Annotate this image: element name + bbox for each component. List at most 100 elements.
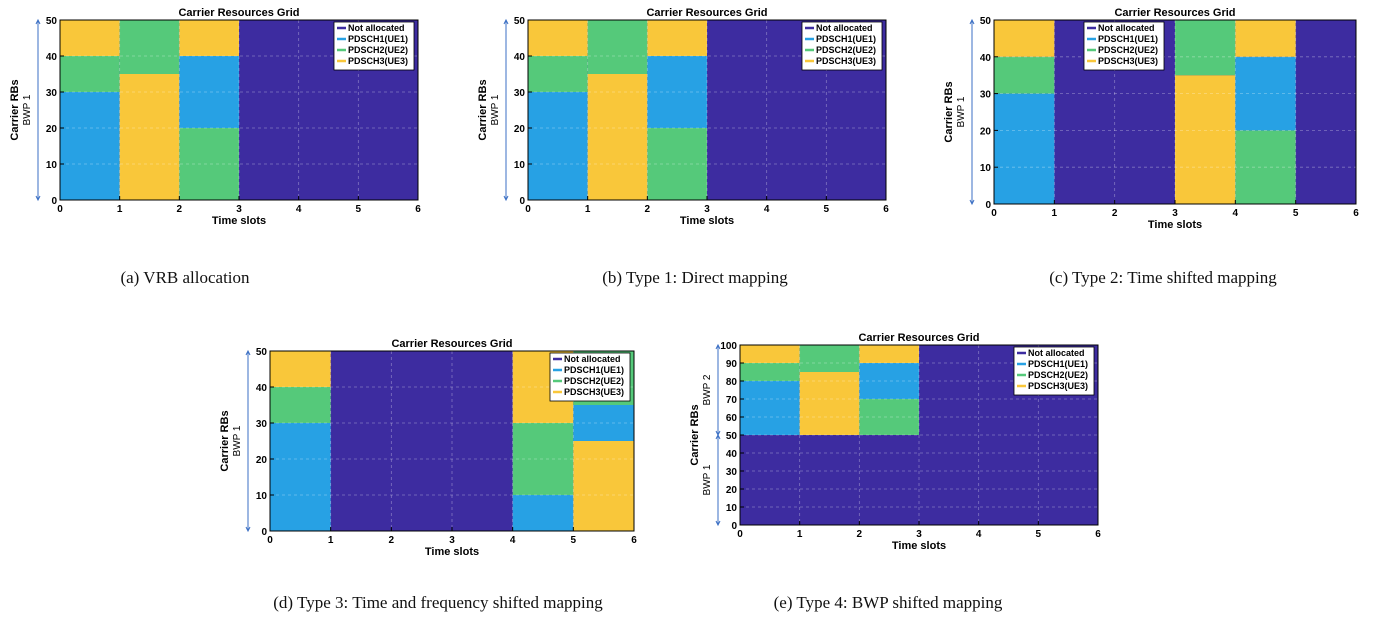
legend-entry: PDSCH3(UE3) bbox=[1028, 381, 1088, 391]
x-tick-label: 2 bbox=[177, 204, 183, 215]
y-tick-label: 80 bbox=[726, 377, 738, 388]
legend-entry: PDSCH1(UE1) bbox=[564, 365, 624, 375]
y-tick-label: 40 bbox=[46, 52, 58, 63]
legend-entry: PDSCH1(UE1) bbox=[1098, 34, 1158, 44]
y-tick-label: 20 bbox=[256, 455, 268, 466]
bwp-arrow-icon bbox=[715, 430, 721, 437]
legend: Not allocatedPDSCH1(UE1)PDSCH2(UE2)PDSCH… bbox=[333, 21, 415, 71]
y-tick-label: 0 bbox=[985, 200, 991, 211]
x-tick-label: 2 bbox=[1112, 208, 1118, 219]
y-axis-label: Carrier RBs bbox=[219, 410, 231, 471]
x-tick-label: 4 bbox=[976, 529, 982, 540]
y-axis-label: Carrier RBs bbox=[689, 404, 701, 465]
allocation-block bbox=[799, 345, 860, 372]
y-tick-label: 50 bbox=[980, 16, 992, 27]
allocation-block bbox=[1175, 20, 1236, 76]
legend-entry: PDSCH2(UE2) bbox=[816, 45, 876, 55]
x-tick-label: 1 bbox=[117, 204, 123, 215]
figure-caption: (c) Type 2: Time shifted mapping bbox=[1049, 268, 1277, 287]
y-tick-label: 20 bbox=[726, 485, 738, 496]
bwp-label: BWP 1 bbox=[22, 94, 33, 125]
x-tick-label: 5 bbox=[824, 204, 830, 215]
x-axis-label: Time slots bbox=[680, 215, 734, 227]
x-tick-label: 5 bbox=[1293, 208, 1299, 219]
allocation-block bbox=[994, 20, 1055, 57]
allocation-block bbox=[270, 423, 331, 531]
y-tick-label: 10 bbox=[980, 163, 992, 174]
legend-entry: Not allocated bbox=[1028, 348, 1085, 358]
x-tick-label: 1 bbox=[797, 529, 803, 540]
figure-caption: (a) VRB allocation bbox=[120, 268, 250, 287]
y-tick-label: 40 bbox=[256, 383, 268, 394]
y-tick-label: 0 bbox=[519, 196, 525, 207]
y-tick-label: 90 bbox=[726, 359, 738, 370]
allocation-block bbox=[799, 372, 860, 435]
y-tick-label: 20 bbox=[980, 126, 992, 137]
allocation-block bbox=[740, 381, 800, 435]
bwp-label: BWP 1 bbox=[702, 464, 713, 495]
allocation-block bbox=[573, 405, 634, 441]
y-tick-label: 50 bbox=[46, 16, 58, 27]
allocation-block bbox=[512, 495, 574, 531]
allocation-block bbox=[60, 56, 120, 92]
allocation-block bbox=[179, 20, 239, 56]
x-tick-label: 2 bbox=[857, 529, 863, 540]
legend-box bbox=[1013, 346, 1095, 396]
x-tick-label: 2 bbox=[389, 535, 395, 546]
x-axis-label: Time slots bbox=[1148, 219, 1202, 231]
y-axis-label: Carrier RBs bbox=[943, 81, 955, 142]
figure-caption: (b) Type 1: Direct mapping bbox=[602, 268, 788, 287]
y-tick-label: 10 bbox=[726, 503, 738, 514]
legend: Not allocatedPDSCH1(UE1)PDSCH2(UE2)PDSCH… bbox=[549, 352, 631, 402]
x-tick-label: 3 bbox=[1172, 208, 1178, 219]
x-tick-label: 6 bbox=[1353, 208, 1359, 219]
y-tick-label: 40 bbox=[514, 52, 526, 63]
x-tick-label: 3 bbox=[916, 529, 922, 540]
bwp-label: BWP 1 bbox=[232, 425, 243, 456]
allocation-block bbox=[573, 441, 634, 531]
allocation-block bbox=[528, 56, 588, 92]
legend-entry: PDSCH3(UE3) bbox=[816, 56, 876, 66]
x-axis-label: Time slots bbox=[892, 540, 946, 552]
figure-caption: (d) Type 3: Time and frequency shifted m… bbox=[273, 593, 603, 612]
x-tick-label: 5 bbox=[571, 535, 577, 546]
bwp-arrow-icon bbox=[503, 18, 509, 25]
bwp-label: BWP 2 bbox=[702, 374, 713, 405]
bwp-arrow-icon bbox=[969, 18, 975, 25]
allocation-block bbox=[1235, 130, 1296, 204]
y-tick-label: 0 bbox=[731, 521, 737, 532]
allocation-block bbox=[60, 20, 120, 56]
allocation-block bbox=[859, 345, 919, 363]
legend-entry: PDSCH2(UE2) bbox=[1098, 45, 1158, 55]
y-tick-label: 50 bbox=[726, 431, 738, 442]
allocation-block bbox=[647, 56, 707, 128]
allocation-block bbox=[587, 20, 648, 74]
x-tick-label: 5 bbox=[356, 204, 362, 215]
allocation-block bbox=[1235, 20, 1296, 57]
allocation-block bbox=[179, 128, 239, 200]
bwp-arrow-icon bbox=[715, 520, 721, 527]
x-tick-label: 1 bbox=[328, 535, 334, 546]
allocation-block bbox=[119, 74, 180, 200]
y-axis-label: Carrier RBs bbox=[9, 79, 21, 140]
figure-caption: (e) Type 4: BWP shifted mapping bbox=[773, 593, 1003, 612]
legend-entry: PDSCH2(UE2) bbox=[1028, 370, 1088, 380]
legend-entry: PDSCH1(UE1) bbox=[348, 34, 408, 44]
bwp-arrow-icon bbox=[503, 195, 509, 202]
x-tick-label: 2 bbox=[645, 204, 651, 215]
x-tick-label: 1 bbox=[1052, 208, 1058, 219]
allocation-block bbox=[587, 74, 648, 200]
allocation-block bbox=[1175, 75, 1236, 204]
x-tick-label: 6 bbox=[1095, 529, 1101, 540]
legend-entry: PDSCH1(UE1) bbox=[1028, 359, 1088, 369]
allocation-block bbox=[994, 93, 1055, 204]
y-tick-label: 10 bbox=[256, 491, 268, 502]
x-tick-label: 0 bbox=[267, 535, 273, 546]
legend-entry: Not allocated bbox=[1098, 23, 1155, 33]
legend-entry: PDSCH2(UE2) bbox=[348, 45, 408, 55]
y-tick-label: 0 bbox=[261, 527, 267, 538]
bwp-arrow-icon bbox=[715, 343, 721, 350]
legend: Not allocatedPDSCH1(UE1)PDSCH2(UE2)PDSCH… bbox=[1013, 346, 1095, 396]
